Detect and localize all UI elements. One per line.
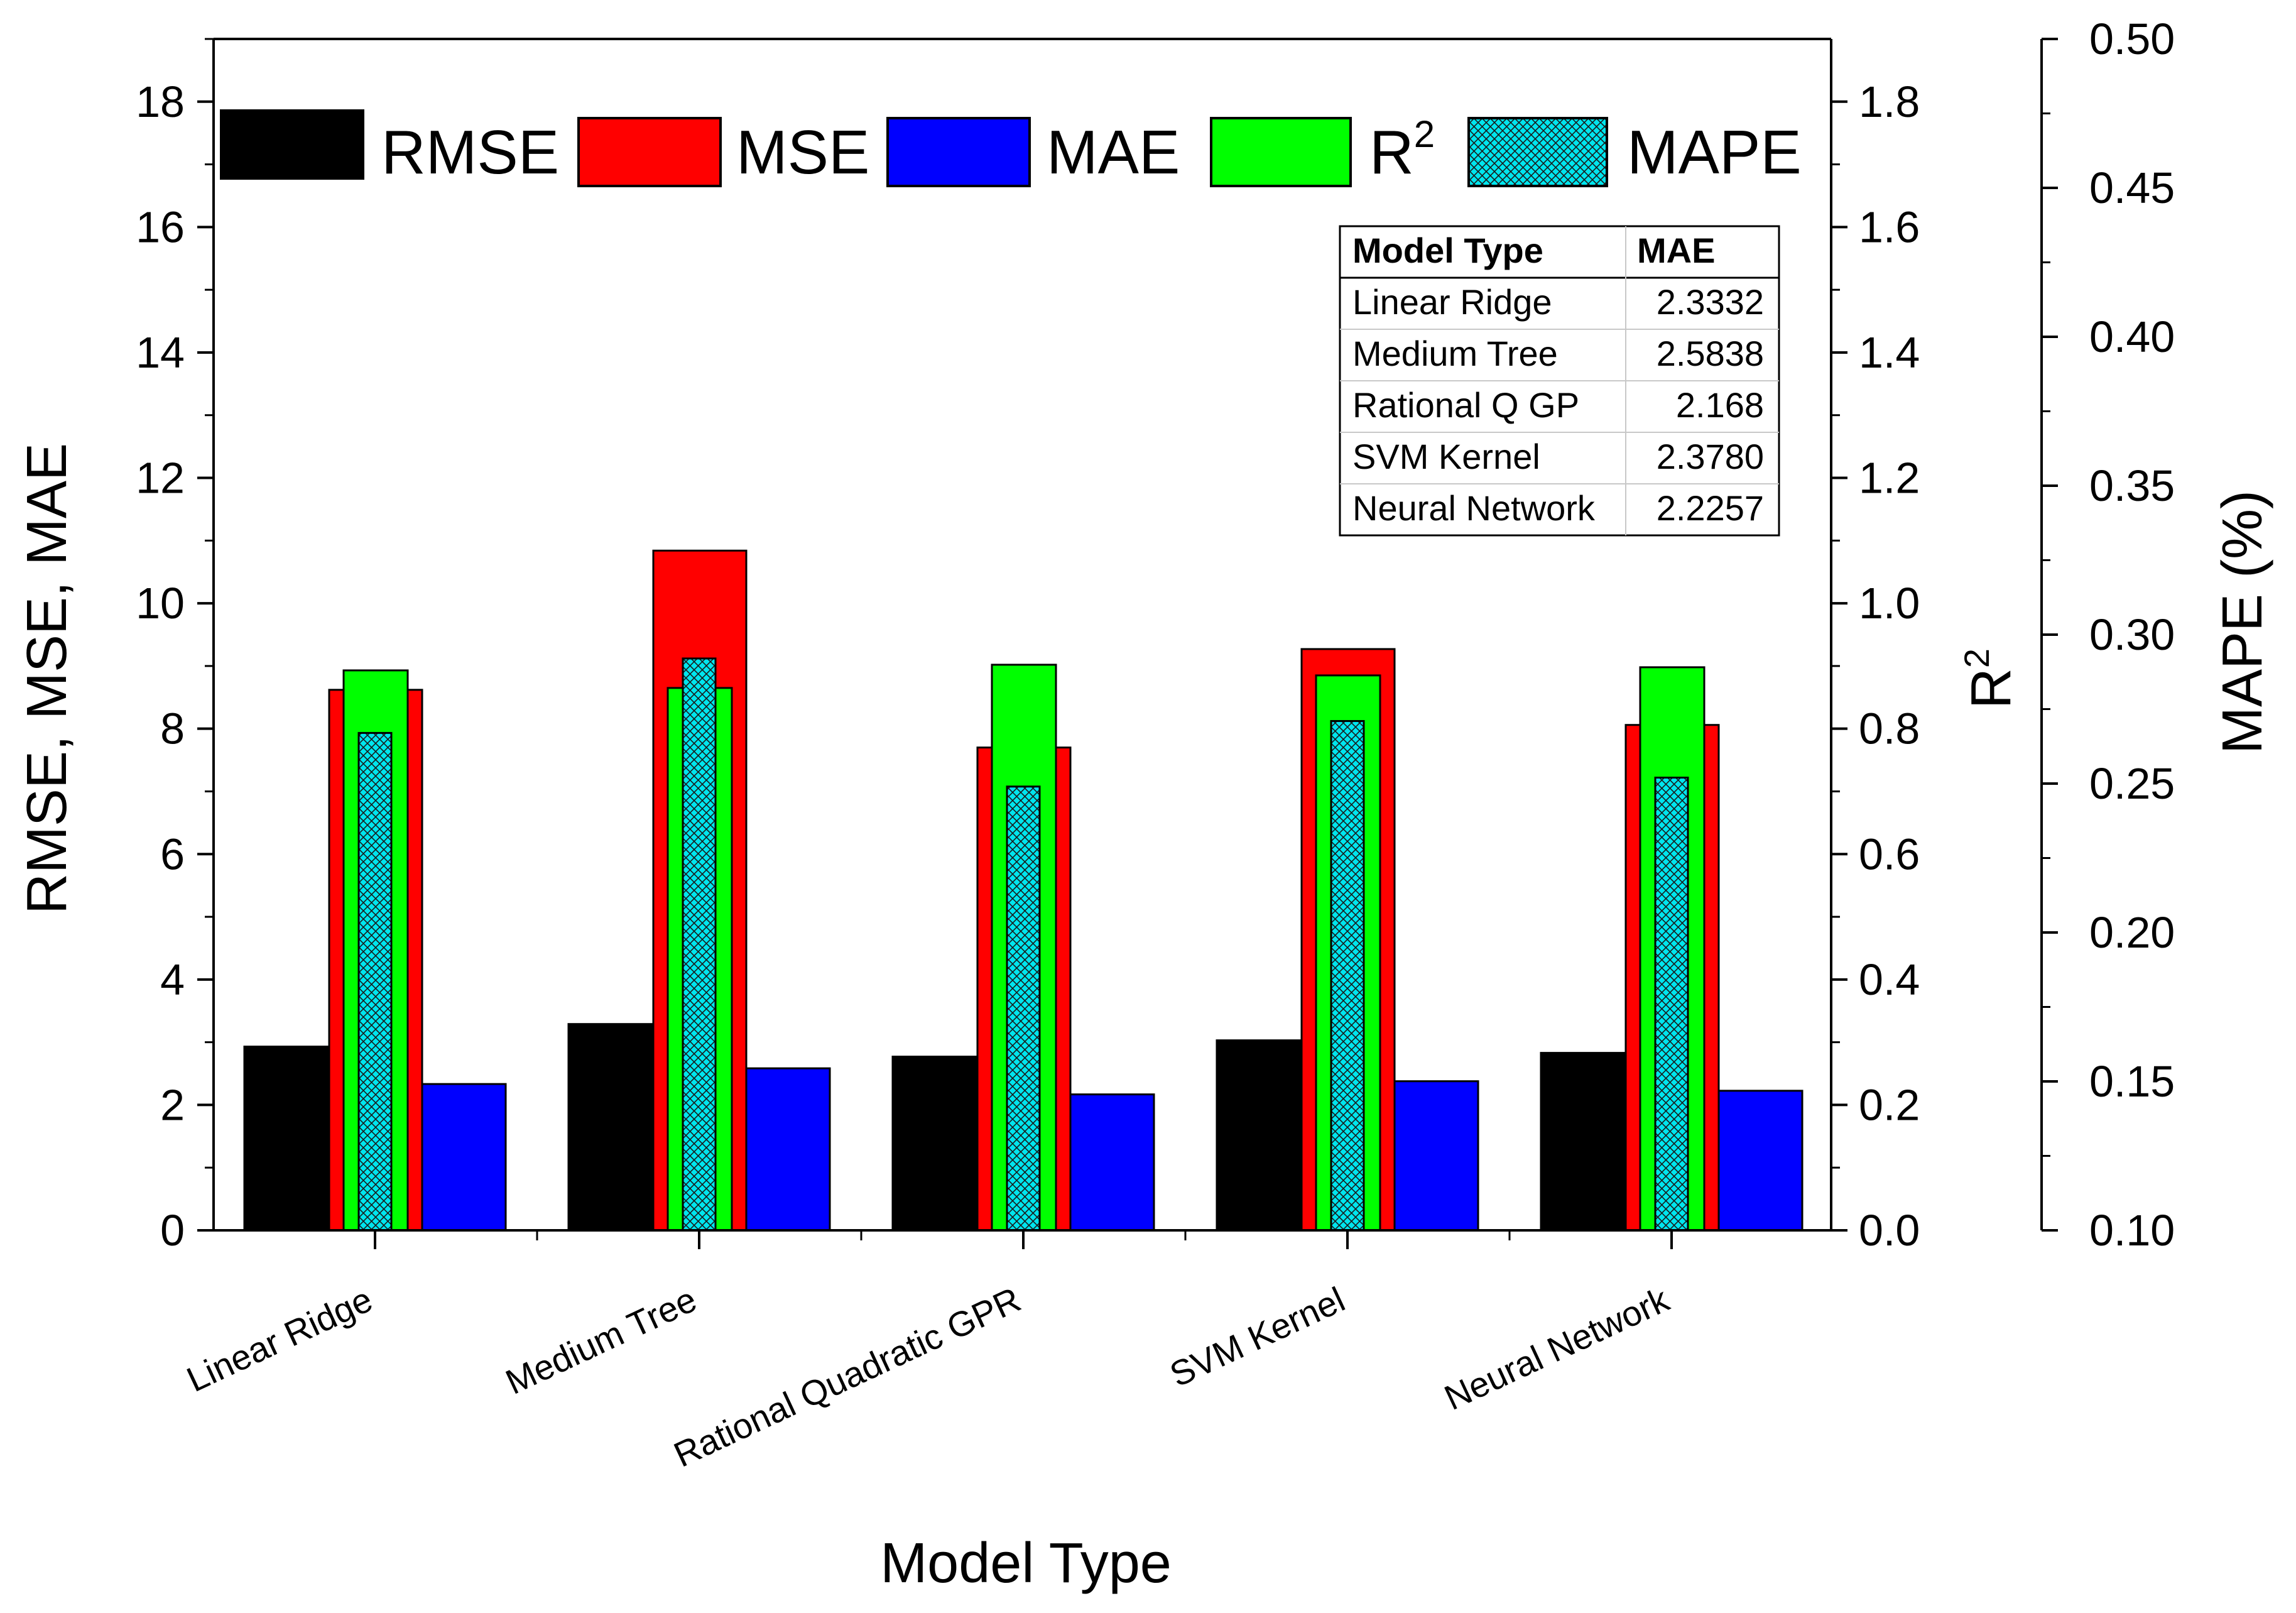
left-tick-label: 16 (136, 202, 185, 251)
table-header-model: Model Type (1352, 231, 1543, 270)
bar-rmse-svm-kernel (1216, 1039, 1303, 1232)
legend-rmse-swatch (220, 109, 364, 180)
bar-mape-medium-tree (682, 657, 717, 1232)
mape-tick-label: 0.10 (2089, 1206, 2175, 1255)
bar-rmse-neural-network (1540, 1052, 1627, 1232)
legend-rmse-label: RMSE (381, 118, 559, 187)
table-cell-mae: 2.2257 (1657, 488, 1764, 528)
mape-tick-label: 0.40 (2089, 312, 2175, 361)
bar-rmse-rational-quadratic-gpr (891, 1056, 979, 1232)
legend-r2-label-text: R (1369, 118, 1414, 187)
legend-mape-label-text: MAPE (1627, 118, 1802, 187)
left-tick-label: 2 (160, 1080, 185, 1129)
table-cell-mae: 2.3780 (1657, 437, 1764, 476)
bar-mape-svm-kernel (1330, 719, 1365, 1232)
legend-mse-swatch (577, 117, 722, 187)
bar-mape-linear-ridge (357, 731, 393, 1232)
x-tick-label-medium-tree: Medium Tree (499, 1279, 702, 1402)
bar-rmse-medium-tree (567, 1023, 655, 1232)
legend-r2-label-superscript: 2 (1414, 113, 1435, 155)
x-tick-label-neural-network: Neural Network (1439, 1279, 1675, 1418)
r2-tick-label: 1.6 (1859, 202, 1920, 251)
x-axis-title: Model Type (880, 1532, 1172, 1595)
r2-axis-title-superscript: 2 (1957, 648, 1996, 668)
bar-mape-rational-quadratic-gpr (1006, 785, 1041, 1232)
mape-tick-label: 0.15 (2089, 1057, 2175, 1106)
mape-tick-label: 0.30 (2089, 610, 2175, 659)
bar-mae-neural-network (1707, 1090, 1804, 1232)
mape-tick-label: 0.50 (2089, 14, 2175, 63)
legend-mape-label: MAPE (1627, 118, 1802, 187)
bar-mae-medium-tree (734, 1067, 831, 1232)
left-tick-label: 4 (160, 955, 185, 1004)
r2-tick-label: 0.2 (1859, 1080, 1920, 1129)
mape-axis-title: MAPE (%) (2211, 490, 2274, 754)
r2-tick-label: 0.4 (1859, 955, 1920, 1004)
left-tick-label: 12 (136, 454, 185, 503)
x-tick-label-linear-ridge: Linear Ridge (181, 1279, 378, 1399)
legend-mae-label-text: MAE (1047, 118, 1180, 187)
r2-tick-label: 1.8 (1859, 77, 1920, 126)
table-cell-model: Medium Tree (1352, 334, 1558, 373)
left-tick-label: 6 (160, 829, 185, 878)
legend-mse-label: MSE (736, 118, 869, 187)
r2-tick-label: 0.0 (1859, 1206, 1920, 1255)
table-cell-mae: 2.5838 (1657, 334, 1764, 373)
legend-mape-swatch (1467, 117, 1608, 187)
mae-inset-table: Model Type MAE Linear Ridge 2.3332 Medium Tr… (1339, 225, 1780, 537)
legend: RMSE MSE MAE R2 MAPE (220, 109, 1802, 187)
table-cell-model: Neural Network (1352, 488, 1596, 528)
left-tick-label: 10 (136, 579, 185, 628)
table-cell-model: Linear Ridge (1352, 282, 1552, 322)
table-cell-model: SVM Kernel (1352, 437, 1540, 476)
legend-r2-swatch (1210, 117, 1352, 187)
left-axis-title: RMSE, MSE, MAE (16, 443, 79, 914)
x-tick-label-rational-quadratic-gpr: Rational Quadratic GPR (668, 1279, 1026, 1475)
left-tick-label: 14 (136, 328, 185, 377)
r2-tick-label: 1.0 (1859, 579, 1920, 628)
legend-mse-label-text: MSE (736, 118, 869, 187)
legend-r2-label: R2 (1369, 113, 1435, 187)
table-cell-model: Rational Q GP (1352, 385, 1579, 425)
r2-axis-title-base: R (1960, 668, 2023, 709)
bar-mae-rational-quadratic-gpr (1058, 1093, 1155, 1232)
r2-tick-label: 0.8 (1859, 704, 1920, 753)
bars-layer (243, 549, 1804, 1232)
left-tick-label: 0 (160, 1206, 185, 1255)
table-cell-mae: 2.3332 (1657, 282, 1764, 322)
r2-tick-label: 1.4 (1859, 328, 1920, 377)
r2-tick-label: 1.2 (1859, 454, 1920, 503)
mape-tick-label: 0.25 (2089, 759, 2175, 808)
left-tick-label: 18 (136, 77, 185, 126)
table-header-mae: MAE (1637, 231, 1715, 270)
table-cell-mae: 2.168 (1676, 385, 1764, 425)
bar-mae-linear-ridge (410, 1083, 507, 1232)
bar-rmse-linear-ridge (243, 1046, 330, 1232)
legend-mae-swatch (886, 117, 1031, 187)
x-tick-label-svm-kernel: SVM Kernel (1164, 1279, 1351, 1394)
mape-tick-label: 0.45 (2089, 163, 2175, 212)
left-tick-label: 8 (160, 704, 185, 753)
mape-tick-label: 0.35 (2089, 461, 2175, 510)
legend-mae-label: MAE (1047, 118, 1180, 187)
r2-axis-title: R2 (1957, 648, 2023, 709)
mape-tick-label: 0.20 (2089, 908, 2175, 957)
bar-mae-svm-kernel (1383, 1080, 1479, 1232)
legend-rmse-label-text: RMSE (381, 118, 559, 187)
bar-mape-neural-network (1654, 777, 1689, 1232)
r2-tick-label: 0.6 (1859, 829, 1920, 878)
